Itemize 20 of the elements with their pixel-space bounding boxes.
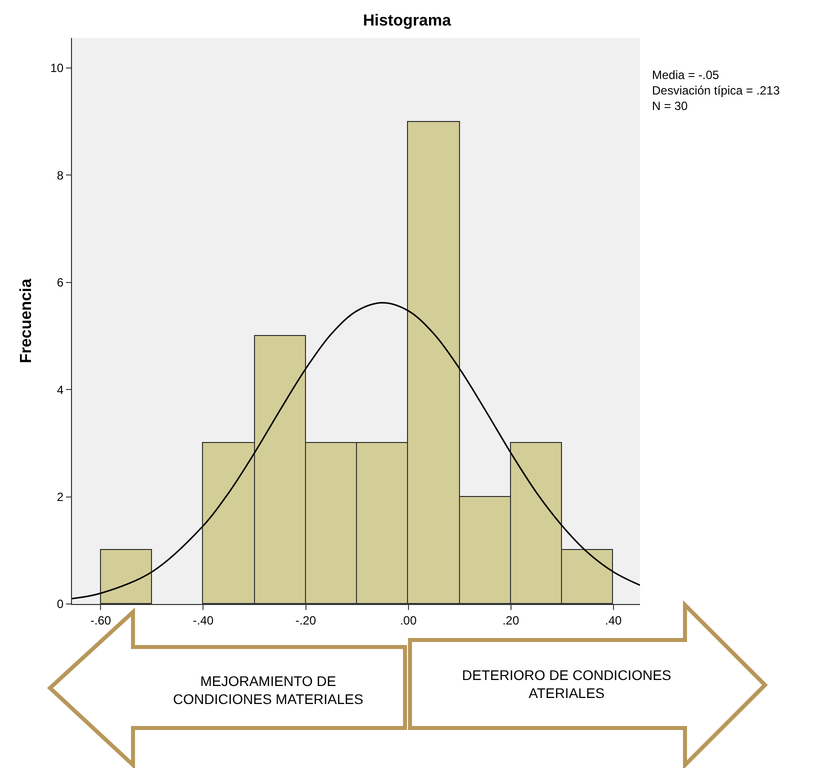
x-tick-label: .40 <box>604 613 622 628</box>
text: Desviación típica = .213 <box>652 84 780 98</box>
y-tick-label: 2 <box>56 490 64 504</box>
y-tick-label: 6 <box>56 276 64 290</box>
x-tick-label: -.40 <box>192 613 214 628</box>
y-tick-label: 0 <box>56 597 64 612</box>
x-tick-label: -.20 <box>295 613 316 628</box>
text: DETERIORO DE CONDICIONES ATERIALES <box>462 667 672 702</box>
text: MEJORAMIENTO DE CONDICIONES MATERIALES <box>173 673 364 708</box>
x-tick-label: .20 <box>502 613 520 628</box>
text: N = 30 <box>652 99 688 114</box>
y-tick-label: 8 <box>56 168 64 182</box>
line-series <box>72 302 640 600</box>
x-tick-label: .00 <box>400 613 417 628</box>
y-axis-title: Frecuencia <box>18 278 36 364</box>
y-tick-label: 10 <box>50 61 64 76</box>
chart-title: Histograma <box>362 12 452 30</box>
x-tick-label: -.60 <box>90 613 112 628</box>
text: Media = -.05 <box>652 68 720 82</box>
y-tick-label: 4 <box>56 382 64 397</box>
